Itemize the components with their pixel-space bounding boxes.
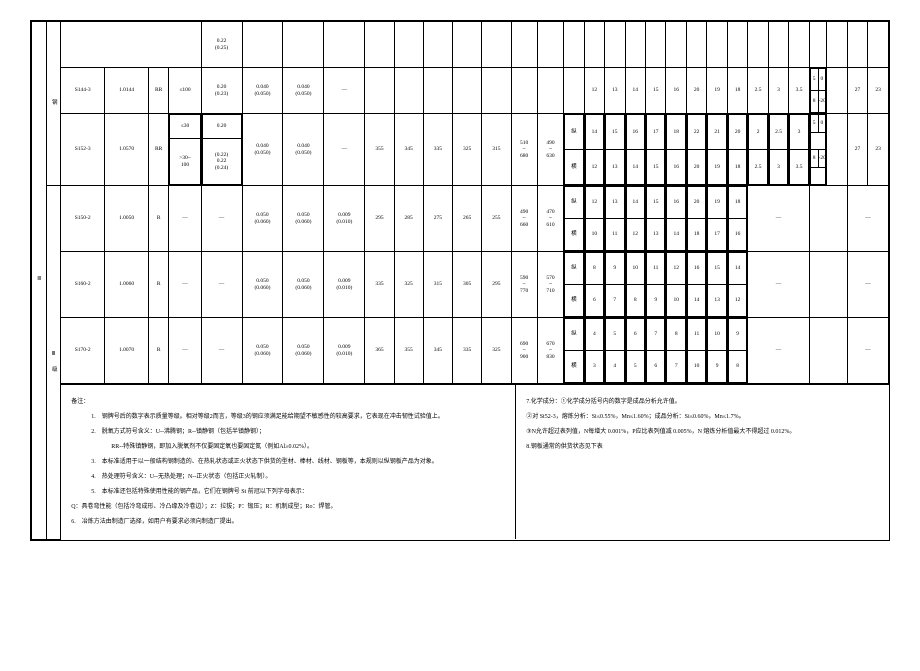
- r5-grade: S170-2: [61, 318, 105, 384]
- vlabel-a: 钢: [50, 99, 57, 105]
- r2-grade: S152-3: [61, 114, 105, 186]
- note-5: 5. 本标准还包括特殊使用性能的钢产品，它们在钢牌号 St 前冠以下列字母表示：: [71, 486, 505, 498]
- note-1: 1. 钢牌号后的数字表示质量等级。相对等级2而言，等级3的钢应须满足能给期望不敏…: [71, 411, 505, 423]
- note-4: 4. 热处理符号含义：U--无热处理；N--正火状态（包括正火轧制）。: [71, 471, 505, 483]
- r2-num: 1.0570: [105, 114, 149, 186]
- notes-title: 备注：: [71, 396, 505, 408]
- r3-de: R: [148, 186, 168, 252]
- notes-right: 7.化学成分：①化学成分括号内的数字是成品分析允许值。 ②对 St52-3，熔炼…: [516, 385, 888, 539]
- notes-section: 备注： 1. 钢牌号后的数字表示质量等级。相对等级2而言，等级3的钢应须满足能给…: [61, 384, 888, 539]
- r4-de: R: [148, 252, 168, 318]
- r0-v1: 0.22(0.25): [201, 22, 242, 68]
- note-r8: 8.钢板通常的供货状态见下表: [526, 441, 878, 453]
- note-r7c: ③N允许超过表列值，N每增大 0.001%，P应比表列值减 0.005%，N 熔…: [526, 426, 878, 438]
- page-frame: Ⅲ 钢 0.22(0.25) S144-3 1.0144 RR ≤100 0.2…: [30, 20, 890, 541]
- r4-num: 1.0060: [105, 252, 149, 318]
- data-table: Ⅲ 钢 0.22(0.25) S144-3 1.0144 RR ≤100 0.2…: [31, 21, 889, 540]
- note-2: 2. 脱氧方式符号含义：U--沸腾钢；R--镇静钢（包括半镇静钢）；: [71, 426, 505, 438]
- r1-dash: —: [324, 68, 365, 114]
- r1-grade: S144-3: [61, 68, 105, 114]
- r1-th: ≤100: [169, 68, 201, 114]
- r3-num: 1.0050: [105, 186, 149, 252]
- note-q: Q：具卷弯性能（包括冷弯成形、冷凸缘及冷卷边）；Z：拉拔；P：锻压；R：机制成型…: [71, 501, 505, 513]
- r2-de: RR: [148, 114, 168, 186]
- note-r7b: ②对 St52-3，熔炼分析：Si≤0.55%，Mn≤1.60%；成品分析：Si…: [526, 411, 878, 423]
- r4-grade: S160-2: [61, 252, 105, 318]
- note-2b: RR--特殊镇静钢，即加入脱氧剂不仅要固定氧也要固定氮（例如Al≥0.02%）。: [71, 441, 505, 453]
- vlabel-d: Ⅲ: [36, 276, 43, 282]
- note-6: 6. 冶炼方法由制造厂选择，如用户有要求必须向制造厂提出。: [71, 516, 505, 528]
- notes-left: 备注： 1. 钢牌号后的数字表示质量等级。相对等级2而言，等级3的钢应须满足能给…: [61, 385, 516, 539]
- r1-de: RR: [148, 68, 168, 114]
- r5-num: 1.0070: [105, 318, 149, 384]
- vlabel-c: 级: [50, 366, 57, 372]
- note-3: 3. 本标准适用于以一般结构钢制造的、在热轧状态或正火状态下供货的型材、棒材、线…: [71, 456, 505, 468]
- r1-c1: 0.20(0.23): [201, 68, 242, 114]
- r1-c2: 0.040(0.050): [242, 68, 283, 114]
- r5-de: R: [148, 318, 168, 384]
- note-r7: 7.化学成分：①化学成分括号内的数字是成品分析允许值。: [526, 396, 878, 408]
- r3-grade: S150-2: [61, 186, 105, 252]
- vlabel-b: Ⅲ: [50, 351, 57, 357]
- r1-c3: 0.040(0.050): [283, 68, 324, 114]
- r1-num: 1.0144: [105, 68, 149, 114]
